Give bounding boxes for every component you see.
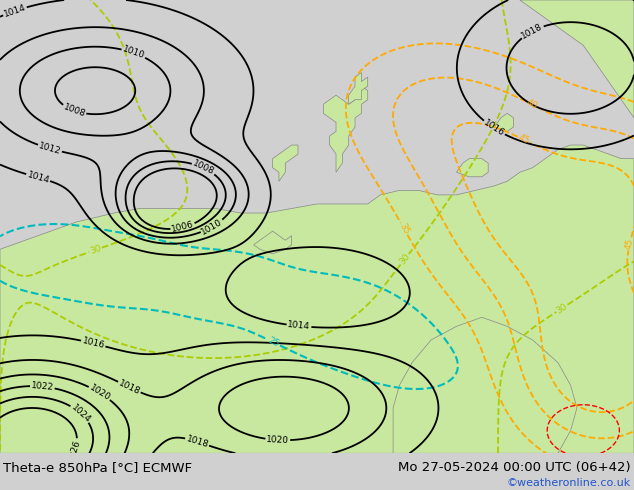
Polygon shape: [349, 73, 368, 104]
Text: Theta-e 850hPa [°C] ECMWF: Theta-e 850hPa [°C] ECMWF: [3, 462, 192, 474]
Text: 1018: 1018: [117, 378, 141, 396]
Polygon shape: [273, 145, 298, 181]
Text: 30: 30: [555, 301, 569, 315]
Text: 25: 25: [267, 336, 281, 349]
Text: 30: 30: [89, 244, 102, 256]
Text: 1020: 1020: [87, 383, 112, 403]
Text: 1014: 1014: [287, 320, 311, 332]
Text: 30: 30: [398, 252, 412, 267]
Text: 45: 45: [624, 237, 634, 250]
Text: 1014: 1014: [3, 3, 27, 19]
Text: 1006: 1006: [171, 220, 195, 234]
Text: 1008: 1008: [191, 159, 216, 177]
Polygon shape: [520, 0, 634, 118]
Text: 40: 40: [525, 98, 540, 111]
Text: 1020: 1020: [266, 435, 290, 445]
Text: 45: 45: [517, 133, 531, 146]
Polygon shape: [393, 318, 577, 453]
Text: Mo 27-05-2024 00:00 UTC (06+42): Mo 27-05-2024 00:00 UTC (06+42): [398, 462, 631, 474]
Text: ©weatheronline.co.uk: ©weatheronline.co.uk: [507, 478, 631, 488]
Text: 1008: 1008: [62, 102, 86, 119]
Text: 35: 35: [398, 221, 411, 236]
Text: 1016: 1016: [482, 118, 506, 138]
Text: 1016: 1016: [81, 336, 105, 350]
Text: 1022: 1022: [30, 381, 54, 392]
Polygon shape: [323, 86, 368, 172]
Text: 1018: 1018: [185, 434, 209, 449]
Text: 1014: 1014: [26, 170, 51, 185]
Text: 1026: 1026: [66, 438, 82, 463]
Text: 1010: 1010: [121, 45, 146, 61]
Polygon shape: [495, 113, 514, 131]
Text: 1010: 1010: [200, 217, 224, 236]
Text: 1018: 1018: [520, 22, 545, 41]
Polygon shape: [254, 231, 292, 254]
Polygon shape: [456, 159, 488, 177]
Polygon shape: [0, 145, 634, 453]
Text: 1024: 1024: [69, 402, 92, 424]
Text: 1012: 1012: [37, 141, 62, 156]
